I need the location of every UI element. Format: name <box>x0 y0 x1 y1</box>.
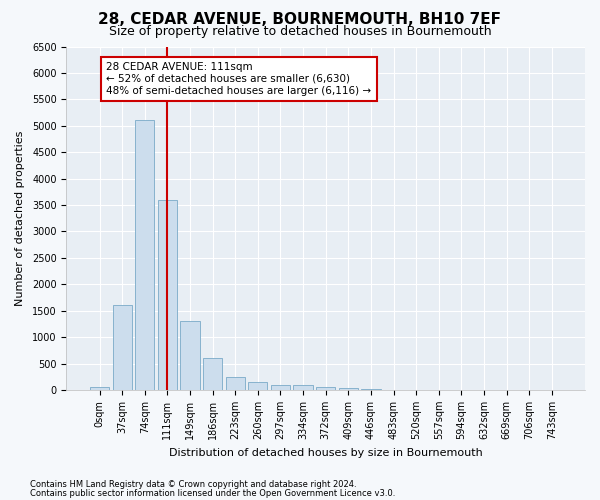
Bar <box>339 388 358 390</box>
Bar <box>135 120 154 390</box>
X-axis label: Distribution of detached houses by size in Bournemouth: Distribution of detached houses by size … <box>169 448 482 458</box>
Text: Size of property relative to detached houses in Bournemouth: Size of property relative to detached ho… <box>109 25 491 38</box>
Bar <box>203 358 222 390</box>
Text: Contains HM Land Registry data © Crown copyright and database right 2024.: Contains HM Land Registry data © Crown c… <box>30 480 356 489</box>
Bar <box>181 322 200 390</box>
Y-axis label: Number of detached properties: Number of detached properties <box>15 130 25 306</box>
Bar <box>226 376 245 390</box>
Bar <box>90 388 109 390</box>
Bar <box>113 306 132 390</box>
Bar <box>271 384 290 390</box>
Text: 28, CEDAR AVENUE, BOURNEMOUTH, BH10 7EF: 28, CEDAR AVENUE, BOURNEMOUTH, BH10 7EF <box>98 12 502 28</box>
Bar <box>158 200 177 390</box>
Text: Contains public sector information licensed under the Open Government Licence v3: Contains public sector information licen… <box>30 488 395 498</box>
Text: 28 CEDAR AVENUE: 111sqm
← 52% of detached houses are smaller (6,630)
48% of semi: 28 CEDAR AVENUE: 111sqm ← 52% of detache… <box>106 62 371 96</box>
Bar <box>316 388 335 390</box>
Bar <box>293 384 313 390</box>
Bar <box>248 382 268 390</box>
